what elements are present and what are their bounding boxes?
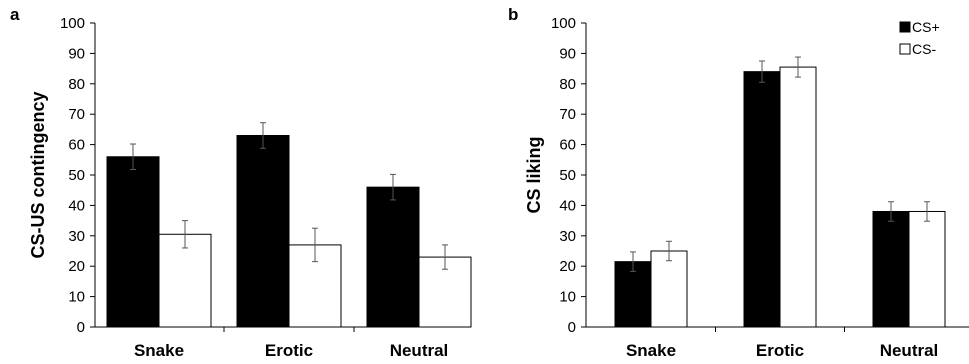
y-tick-label: 100: [551, 15, 576, 32]
bar-cs-plus-erotic: [236, 134, 290, 328]
y-tick-label: 0: [568, 319, 576, 336]
y-tick-label: 60: [559, 137, 576, 154]
legend-label: CS-: [912, 41, 936, 57]
x-category-label: Snake: [134, 341, 184, 360]
x-category-label: Snake: [626, 341, 676, 360]
panel-letter: b: [508, 5, 518, 24]
y-axis-title: CS liking: [524, 136, 544, 213]
y-tick-label: 10: [68, 289, 85, 306]
y-tick-label: 50: [559, 167, 576, 184]
y-tick-label: 90: [68, 45, 85, 62]
y-tick-label: 100: [60, 15, 85, 32]
y-tick-label: 20: [559, 258, 576, 275]
y-tick-label: 70: [559, 106, 576, 123]
y-tick-label: 70: [68, 106, 85, 123]
bar-cs-plus-erotic: [743, 71, 781, 328]
bar-cs-plus-snake: [106, 156, 160, 328]
x-category-label: Erotic: [756, 341, 804, 360]
legend-swatch: [899, 43, 911, 55]
bar-cs-plus-neutral: [872, 210, 910, 328]
y-tick-label: 90: [559, 45, 576, 62]
y-tick-label: 80: [68, 76, 85, 93]
y-tick-label: 20: [68, 258, 85, 275]
panel-letter: a: [10, 5, 20, 24]
legend-swatch: [899, 21, 911, 33]
bar-cs-plus-neutral: [366, 186, 420, 328]
y-tick-label: 40: [559, 197, 576, 214]
y-tick-label: 30: [68, 228, 85, 245]
y-axis-title: CS-US contingency: [28, 91, 48, 258]
x-category-label: Neutral: [390, 341, 449, 360]
y-tick-label: 0: [77, 319, 85, 336]
x-category-label: Erotic: [265, 341, 313, 360]
y-tick-label: 60: [68, 137, 85, 154]
legend-label: CS+: [912, 19, 940, 35]
y-tick-label: 30: [559, 228, 576, 245]
y-tick-label: 50: [68, 167, 85, 184]
chart-panel-a: a CS-US contingency 0 10 20 30 40 50 60 70 80 90 100…: [10, 5, 472, 360]
y-tick-label: 80: [559, 76, 576, 93]
bar-cs-minus-snake: [650, 250, 688, 328]
y-tick-label: 40: [68, 197, 85, 214]
y-tick-label: 10: [559, 289, 576, 306]
x-category-label: Neutral: [880, 341, 939, 360]
bar-cs-minus-erotic: [779, 66, 817, 328]
bar-cs-minus-neutral: [908, 210, 946, 328]
chart-panel-b: b CS liking 0 10 20 30 40 50 60 70 80 90 100 Snake Ero…: [508, 5, 969, 360]
